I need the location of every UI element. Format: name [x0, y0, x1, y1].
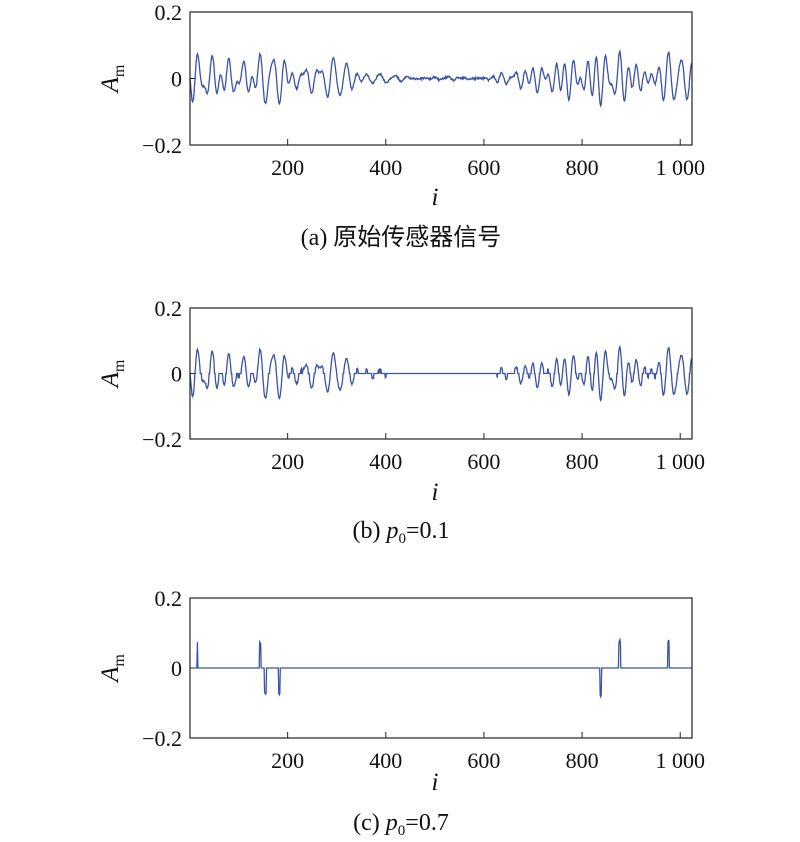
y-tick-label: 0.2: [155, 586, 183, 611]
series-line-c: [190, 637, 692, 699]
x-axis-label-a: i: [432, 184, 439, 211]
axes-frame-b: [189, 307, 693, 440]
y-ticks: −0.2 0 0.2: [142, 296, 196, 452]
x-tick-label: 800: [566, 449, 599, 474]
y-axis-label-a: Am: [97, 64, 128, 94]
y-tick-label: 0: [171, 362, 182, 387]
x-tick-label: 200: [271, 155, 304, 180]
x-tick-label: 400: [369, 155, 402, 180]
caption-c: (c) p0=0.7: [353, 810, 449, 839]
panel-a: −0.2 0 0.2 200 400 600 800 1 000 Am i (a) 原始传感…: [97, 0, 705, 251]
x-tick-label: 1 000: [655, 748, 705, 773]
x-tick-label: 800: [566, 155, 599, 180]
series-line-b: [189, 344, 693, 403]
y-tick-label: −0.2: [142, 726, 182, 751]
y-tick-label: 0: [171, 67, 182, 92]
y-axis-label-c: Am: [97, 654, 128, 684]
x-axis-label-c: i: [432, 769, 439, 796]
panel-c: −0.2 0 0.2 200 400 600 800 1 000 Am i (c) p0=0…: [97, 586, 705, 839]
panel-b: −0.2 0 0.2 200 400 600 800 1 000 Am i (b) p0=0…: [97, 296, 705, 547]
axes-frame-a: [189, 11, 693, 146]
x-tick-label: 1 000: [655, 155, 705, 180]
y-tick-label: 0.2: [155, 0, 183, 25]
series-line-a: [189, 49, 693, 108]
y-ticks: −0.2 0 0.2: [142, 0, 196, 158]
x-tick-label: 200: [271, 748, 304, 773]
axes-frame-c: [189, 597, 693, 739]
x-tick-label: 600: [467, 449, 500, 474]
y-tick-label: −0.2: [142, 427, 182, 452]
x-tick-label: 400: [369, 748, 402, 773]
y-tick-label: 0.2: [155, 296, 183, 321]
y-axis-label-b: Am: [97, 359, 128, 389]
x-ticks: 200 400 600 800 1 000: [271, 139, 705, 180]
x-tick-label: 400: [369, 449, 402, 474]
x-tick-label: 600: [467, 155, 500, 180]
caption-a: (a) 原始传感器信号: [301, 224, 502, 251]
x-ticks: 200 400 600 800 1 000: [271, 433, 705, 474]
x-ticks: 200 400 600 800 1 000: [271, 732, 705, 773]
x-tick-label: 600: [467, 748, 500, 773]
caption-b: (b) p0=0.1: [352, 518, 449, 547]
x-axis-label-b: i: [432, 479, 439, 506]
x-tick-label: 800: [566, 748, 599, 773]
y-tick-label: −0.2: [142, 133, 182, 158]
x-tick-label: 1 000: [655, 449, 705, 474]
y-tick-label: 0: [171, 656, 182, 681]
y-ticks: −0.2 0 0.2: [142, 586, 196, 751]
x-tick-label: 200: [271, 449, 304, 474]
